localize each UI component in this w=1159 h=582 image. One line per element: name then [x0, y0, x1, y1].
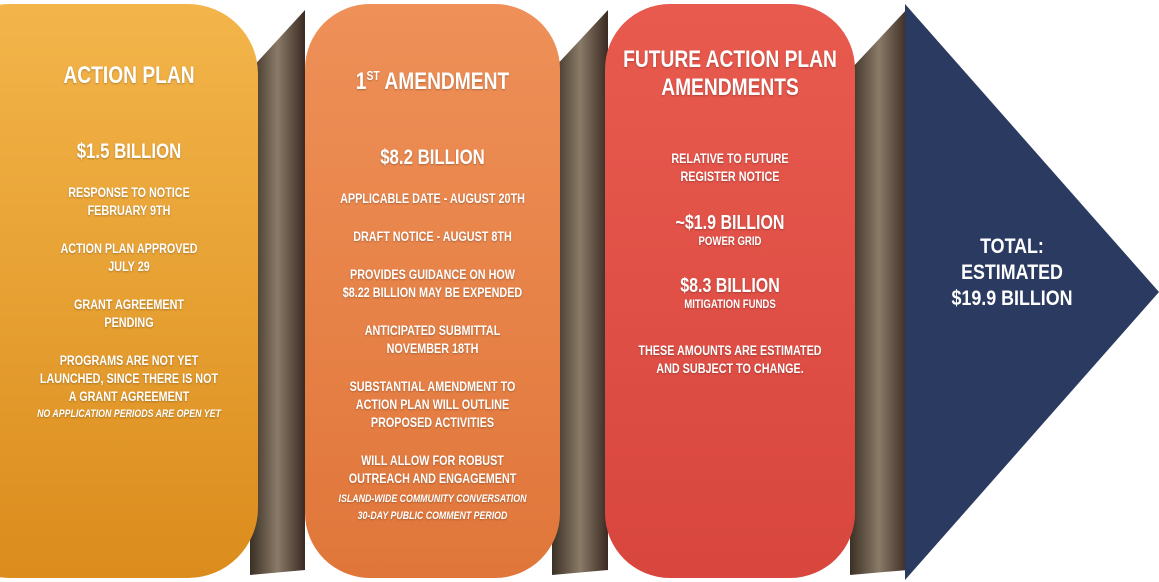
item: ~$1.9 BILLION POWER GRID: [605, 212, 855, 249]
item-note: ISLAND-WIDE COMMUNITY CONVERSATION: [338, 493, 527, 505]
item-line: MITIGATION FUNDS: [684, 297, 776, 311]
item: RELATIVE TO FUTURE REGISTER NOTICE: [605, 150, 855, 186]
title-line: ACTION PLAN: [0, 62, 258, 90]
title-text: FUTURE ACTION PLAN: [623, 46, 837, 73]
panel-title: FUTURE ACTION PLAN AMENDMENTS: [605, 46, 855, 102]
item-note: 30-DAY PUBLIC COMMENT PERIOD: [357, 510, 508, 522]
title-text: AMENDMENTS: [661, 74, 799, 101]
item-line: SUBSTANTIAL AMENDMENT TO: [349, 379, 516, 394]
item-line: DRAFT NOTICE - AUGUST 8TH: [353, 229, 512, 244]
amount: $8.2 BILLION: [380, 146, 485, 169]
item-line: NOVEMBER 18TH: [386, 341, 479, 356]
connector: [552, 10, 608, 575]
item: PROGRAMS ARE NOT YET LAUNCHED, SINCE THER…: [0, 352, 258, 423]
item-line: PROPOSED ACTIVITIES: [370, 415, 495, 430]
title-text: AMENDMENT: [384, 68, 510, 95]
total-line: $19.9 BILLION: [951, 287, 1073, 310]
item: ACTION PLAN APPROVED JULY 29: [0, 240, 258, 276]
item-line: PENDING: [104, 315, 154, 330]
item-line: ACTION PLAN WILL OUTLINE: [355, 397, 510, 412]
item-line: GRANT AGREEMENT: [74, 297, 184, 312]
panel-title: ACTION PLAN: [0, 62, 258, 90]
panel-bg: [305, 4, 560, 578]
item-line: THESE AMOUNTS ARE ESTIMATED: [638, 343, 822, 358]
panel: ACTION PLAN $1.5 BILLION RESPONSE TO NOTIC…: [0, 62, 258, 423]
item-note: NO APPLICATION PERIODS ARE OPEN YET: [37, 408, 221, 420]
title-sup: ST: [366, 68, 380, 83]
item: THESE AMOUNTS ARE ESTIMATED AND SUBJECT T…: [605, 342, 855, 378]
item: RESPONSE TO NOTICE FEBRUARY 9TH: [0, 184, 258, 220]
item-line: AND SUBJECT TO CHANGE.: [656, 361, 804, 376]
item: APPLICABLE DATE - AUGUST 20TH: [305, 190, 560, 208]
item: GRANT AGREEMENT PENDING: [0, 296, 258, 332]
connector: [850, 8, 908, 575]
total-line: ESTIMATED: [961, 261, 1063, 284]
title-line: FUTURE ACTION PLAN: [605, 46, 855, 74]
total: TOTAL: ESTIMATED $19.9 BILLION: [927, 234, 1097, 312]
item-line: PROVIDES GUIDANCE ON HOW: [349, 267, 515, 282]
title-text: ACTION PLAN: [63, 62, 195, 89]
item-line: LAUNCHED, SINCE THERE IS NOT: [39, 371, 219, 386]
item-line: WILL ALLOW FOR ROBUST: [361, 453, 504, 468]
item-line: POWER GRID: [698, 234, 762, 248]
item-line: OUTREACH AND ENGAGEMENT: [348, 471, 517, 486]
item-line: RELATIVE TO FUTURE: [671, 151, 789, 166]
arrow: [905, 4, 1159, 580]
item: WILL ALLOW FOR ROBUST OUTREACH AND ENGAGE…: [305, 452, 560, 525]
item: SUBSTANTIAL AMENDMENT TO ACTION PLAN WILL…: [305, 378, 560, 432]
title-line: AMENDMENTS: [605, 74, 855, 102]
item-line: REGISTER NOTICE: [680, 169, 780, 184]
connector: [250, 10, 305, 575]
panel: FUTURE ACTION PLAN AMENDMENTS RELATIVE TO …: [605, 46, 855, 378]
amount: $1.5 BILLION: [76, 140, 182, 163]
total-line: TOTAL:: [980, 235, 1044, 258]
panel: 1ST AMENDMENT $8.2 BILLION APPLICABLE DATE…: [305, 62, 560, 525]
item-line: ACTION PLAN APPROVED: [60, 241, 198, 256]
item: ANTICIPATED SUBMITTAL NOVEMBER 18TH: [305, 322, 560, 358]
item-line: ANTICIPATED SUBMITTAL: [364, 323, 501, 338]
item-line: APPLICABLE DATE - AUGUST 20TH: [340, 191, 525, 206]
panel-title: 1ST AMENDMENT: [305, 62, 560, 96]
item-line: A GRANT AGREEMENT: [68, 389, 190, 404]
title-prefix: 1: [355, 68, 367, 95]
item: $8.3 BILLION MITIGATION FUNDS: [605, 275, 855, 312]
item: DRAFT NOTICE - AUGUST 8TH: [305, 228, 560, 246]
item-line: FEBRUARY 9TH: [87, 203, 171, 218]
item-line: PROGRAMS ARE NOT YET: [59, 353, 199, 368]
item-line: RESPONSE TO NOTICE: [68, 185, 190, 200]
item-amount: ~$1.9 BILLION: [675, 212, 785, 234]
panel-bg: [605, 4, 855, 578]
title-line: 1ST AMENDMENT: [305, 62, 560, 96]
item-amount: $8.3 BILLION: [680, 275, 780, 297]
panel-bg: [0, 4, 258, 578]
item-line: JULY 29: [108, 259, 150, 274]
item: PROVIDES GUIDANCE ON HOW $8.22 BILLION MA…: [305, 266, 560, 302]
item-line: $8.22 BILLION MAY BE EXPENDED: [342, 285, 523, 300]
